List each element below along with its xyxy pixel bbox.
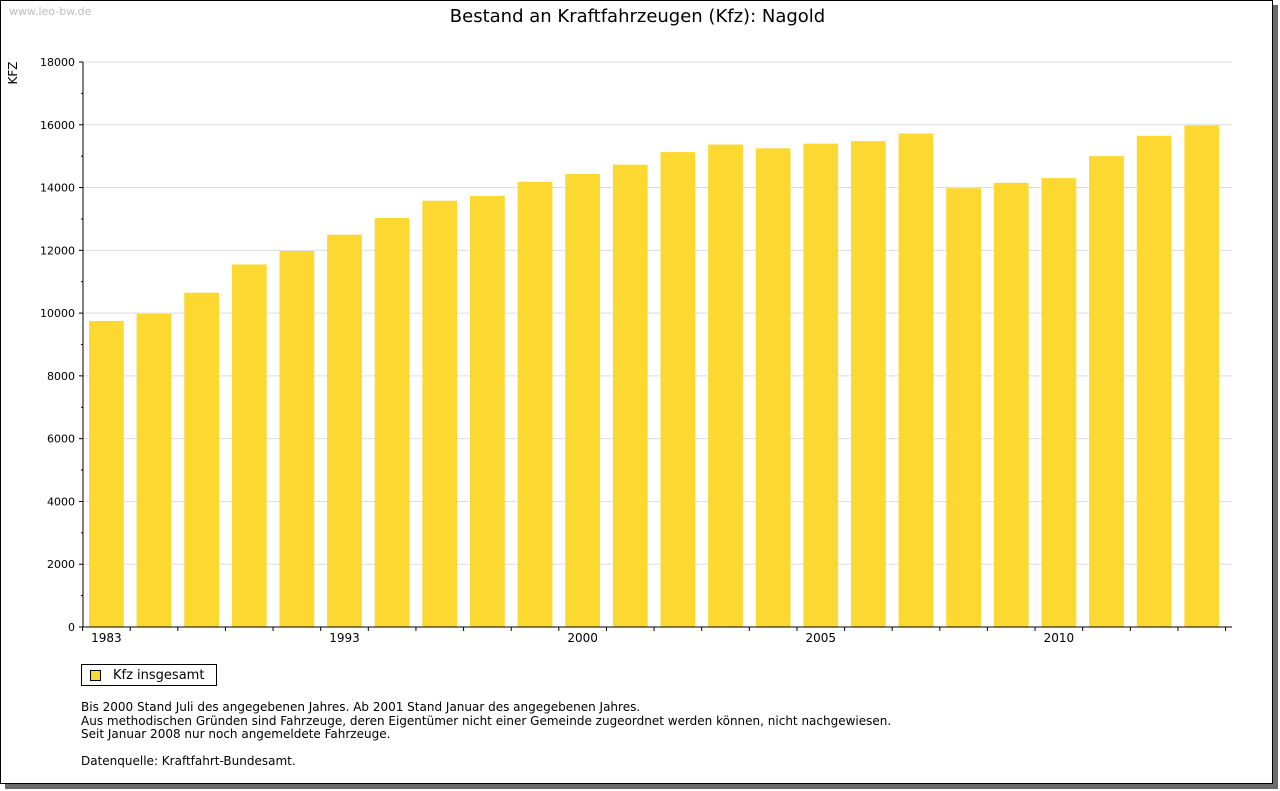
y-tick-label: 8000 [47, 370, 75, 383]
x-tick-label: 2010 [1044, 631, 1075, 645]
bar [327, 234, 362, 627]
bar [708, 144, 743, 627]
bar [422, 200, 458, 627]
bar [565, 174, 601, 627]
bar [374, 218, 410, 627]
footnote-line: Aus methodischen Gründen sind Fahrzeuge,… [81, 713, 892, 728]
footnote-line: Seit Januar 2008 nur noch angemeldete Fa… [81, 727, 391, 741]
bar [660, 152, 696, 627]
bar [517, 181, 553, 627]
watermark: www.leo-bw.de [9, 5, 92, 18]
footnote-line: Bis 2000 Stand Juli des angegebenen Jahr… [81, 700, 641, 714]
y-tick-label: 18000 [40, 56, 75, 69]
bar [755, 148, 791, 627]
bar [946, 188, 982, 627]
x-tick-label: 2000 [567, 631, 598, 645]
y-tick-label: 12000 [40, 244, 75, 257]
y-axis-label: KFZ [6, 62, 20, 85]
bar [1041, 178, 1077, 627]
bar [231, 264, 267, 627]
bar [851, 141, 886, 627]
bar [89, 320, 124, 627]
y-tick-label: 16000 [40, 119, 75, 132]
x-tick-label: 2005 [805, 631, 836, 645]
y-tick-label: 4000 [47, 495, 75, 508]
y-tick-label: 14000 [40, 182, 75, 195]
y-tick-label: 10000 [40, 307, 75, 320]
bar [803, 143, 839, 627]
bar [1184, 125, 1220, 628]
x-tick-label: 1993 [329, 631, 360, 645]
legend-label: Kfz insgesamt [113, 667, 205, 683]
footnotes: Bis 2000 Stand Juli des angegebenen Jahr… [81, 700, 892, 742]
bar [184, 292, 220, 627]
legend: Kfz insgesamt [81, 664, 217, 686]
bar [136, 313, 172, 627]
x-tick-label: 1983 [91, 631, 122, 645]
y-axis-ticks: 0 2000 4000 6000 8000 10000 12000 14000 16000 180… [40, 56, 83, 634]
bars [89, 125, 1220, 628]
chart-title: Bestand an Kraftfahrzeugen (Kfz): Nagold [449, 6, 826, 27]
x-axis-ticks: 1983 1993 2000 2005 2010 [82, 627, 1227, 645]
grid-lines [83, 61, 1232, 565]
y-tick-label: 0 [68, 621, 75, 634]
bar [279, 250, 315, 627]
y-tick-label: 6000 [47, 433, 75, 446]
bar [993, 182, 1029, 627]
square-swatch-icon [90, 669, 101, 681]
bar-chart: 0 2000 4000 6000 8000 10000 12000 14000 16000 180… [6, 56, 1232, 645]
bar [1136, 135, 1172, 627]
bar [1089, 156, 1124, 627]
bar [612, 164, 648, 627]
data-source: Datenquelle: Kraftfahrt-Bundesamt. [81, 754, 296, 768]
bar [470, 196, 505, 627]
bar [898, 133, 934, 628]
y-tick-label: 2000 [47, 558, 75, 571]
